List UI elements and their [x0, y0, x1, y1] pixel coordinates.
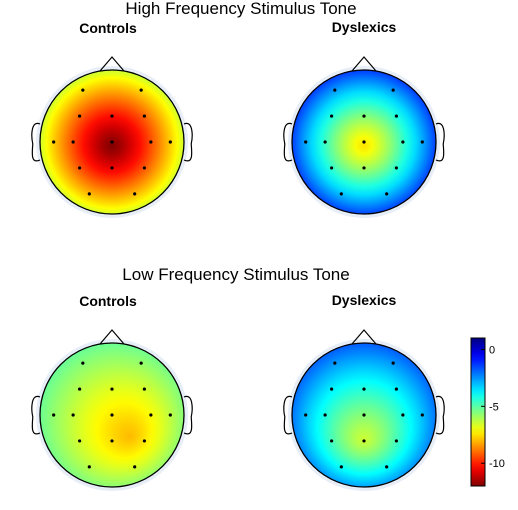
nose-outline [99, 329, 125, 345]
head-map-low-controls [31, 329, 193, 491]
electrode-marker [142, 166, 146, 170]
nose-outline [351, 329, 377, 345]
electrode-marker [330, 439, 334, 443]
nose-outline [351, 56, 377, 72]
head-halo [288, 66, 440, 218]
electrode-marker [168, 413, 172, 417]
electrode-marker [71, 140, 75, 144]
nose-outline [99, 56, 125, 72]
electrode-marker [362, 387, 366, 391]
electrode-marker [87, 192, 91, 196]
left-ear-outline [283, 122, 293, 162]
low-frequency-section-title: Low Frequency Stimulus Tone [122, 265, 349, 284]
colorbar-tick-label: -10 [489, 458, 505, 470]
electrode-marker [391, 88, 395, 92]
electrode-marker [139, 88, 143, 92]
electrode-marker [110, 166, 114, 170]
electrode-marker [362, 413, 366, 417]
colorbar: 0 -5 -10 [470, 337, 505, 487]
right-ear-outline [183, 122, 193, 162]
electrode-marker [110, 413, 114, 417]
head-halo [36, 66, 188, 218]
electrode-marker [87, 465, 91, 469]
electrode-marker [110, 439, 114, 443]
electrode-marker [339, 192, 343, 196]
left-ear-outline [283, 395, 293, 435]
electrode-marker [401, 413, 405, 417]
electrode-marker [401, 140, 405, 144]
electrode-marker [139, 361, 143, 365]
colorbar-tick-label: -5 [489, 401, 499, 413]
low-dyslexics-title: Dyslexics [332, 292, 397, 308]
head-map-high-dyslexics [283, 56, 445, 218]
electrode-marker [142, 114, 146, 118]
high-controls-title: Controls [79, 20, 137, 36]
electrode-marker [81, 88, 85, 92]
electrode-marker [142, 439, 146, 443]
electrode-marker [362, 114, 366, 118]
head-map-high-controls [31, 56, 193, 218]
high-frequency-section-title: High Frequency Stimulus Tone [125, 0, 356, 18]
electrode-marker [81, 361, 85, 365]
electrode-marker [330, 114, 334, 118]
electrode-marker [394, 387, 398, 391]
electrode-marker [385, 192, 389, 196]
electrode-marker [333, 88, 337, 92]
electrode-marker [149, 413, 153, 417]
colorbar-scale [470, 337, 486, 487]
electrode-marker [385, 465, 389, 469]
electrode-marker [323, 413, 327, 417]
electrode-marker [133, 465, 137, 469]
electrode-marker [420, 413, 424, 417]
electrode-marker [78, 114, 82, 118]
right-ear-outline [183, 395, 193, 435]
electrode-marker [304, 140, 308, 144]
right-ear-outline [435, 122, 445, 162]
electrode-marker [52, 413, 56, 417]
electrode-marker [142, 387, 146, 391]
right-ear-outline [435, 395, 445, 435]
electrode-marker [362, 439, 366, 443]
colorbar-tick-label: 0 [489, 344, 495, 356]
electrode-marker [391, 361, 395, 365]
electrode-marker [78, 166, 82, 170]
electrode-marker [339, 465, 343, 469]
electrode-marker [394, 166, 398, 170]
electrode-marker [71, 413, 75, 417]
electrode-marker [330, 387, 334, 391]
electrode-marker [362, 140, 366, 144]
electrode-marker [110, 114, 114, 118]
electrode-marker [149, 140, 153, 144]
head-halo [288, 339, 440, 491]
head-map-low-dyslexics [283, 329, 445, 491]
electrode-marker [394, 114, 398, 118]
electrode-marker [394, 439, 398, 443]
electrode-marker [304, 413, 308, 417]
electrode-marker [133, 192, 137, 196]
electrode-marker [362, 166, 366, 170]
high-dyslexics-title: Dyslexics [332, 19, 397, 35]
electrode-marker [323, 140, 327, 144]
electrode-marker [110, 387, 114, 391]
electrode-marker [330, 166, 334, 170]
electrode-marker [52, 140, 56, 144]
low-controls-title: Controls [79, 293, 137, 309]
left-ear-outline [31, 122, 41, 162]
electrode-marker [110, 140, 114, 144]
left-ear-outline [31, 395, 41, 435]
electrode-marker [168, 140, 172, 144]
electrode-marker [420, 140, 424, 144]
electrode-marker [78, 439, 82, 443]
electrode-marker [78, 387, 82, 391]
electrode-marker [333, 361, 337, 365]
head-halo [36, 339, 188, 491]
